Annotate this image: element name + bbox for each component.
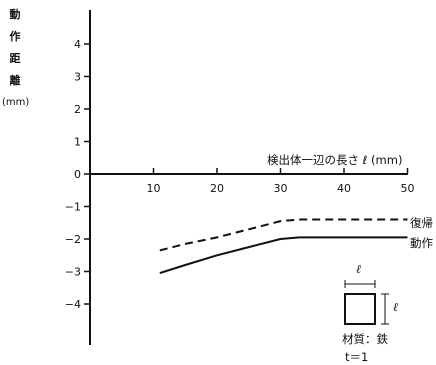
y-tick-label: −4 bbox=[65, 298, 81, 311]
legend-label-operate: 動作 bbox=[410, 236, 433, 250]
y-tick-label: −2 bbox=[65, 233, 81, 246]
y-tick-label: 1 bbox=[74, 136, 81, 149]
x-tick-label: 10 bbox=[147, 182, 161, 195]
series-line-return bbox=[159, 218, 408, 252]
y-ticks: 4 3 2 1 0 −1 −2 −3 −4 bbox=[65, 38, 90, 311]
inset-thickness-label: t＝1 bbox=[345, 350, 369, 364]
y-tick-label: 2 bbox=[74, 103, 81, 116]
inset-dim-right-label: ℓ bbox=[393, 300, 398, 314]
series-line-operate bbox=[159, 236, 408, 275]
y-axis-label-char: 動 bbox=[9, 8, 21, 21]
y-tick-label: 0 bbox=[74, 168, 81, 181]
x-axis-label: 検出体一辺の長さ ℓ (mm) bbox=[267, 153, 403, 167]
x-tick-label: 20 bbox=[210, 182, 224, 195]
legend-label-return: 復帰 bbox=[410, 216, 433, 230]
axes bbox=[89, 10, 408, 345]
y-tick-label: −3 bbox=[65, 266, 81, 279]
inset-dim-top-label: ℓ bbox=[356, 262, 361, 276]
x-tick-label: 40 bbox=[337, 182, 351, 195]
y-axis-label-char: 作 bbox=[9, 30, 21, 43]
x-ticks: 10 20 30 40 50 bbox=[147, 168, 415, 195]
y-axis-unit: (mm) bbox=[2, 97, 30, 108]
y-axis-label-char: 離 bbox=[9, 74, 21, 87]
x-tick-label: 30 bbox=[274, 182, 288, 195]
inset-square bbox=[344, 293, 376, 325]
inset-material-label: 材質：鉄 bbox=[342, 332, 388, 346]
y-axis-label-char: 距 bbox=[9, 52, 21, 65]
inset-diagram bbox=[344, 280, 389, 325]
series-layer bbox=[159, 218, 408, 275]
y-tick-label: 3 bbox=[74, 71, 81, 84]
y-tick-label: −1 bbox=[65, 201, 81, 214]
y-tick-label: 4 bbox=[74, 38, 81, 51]
x-tick-label: 50 bbox=[401, 182, 415, 195]
